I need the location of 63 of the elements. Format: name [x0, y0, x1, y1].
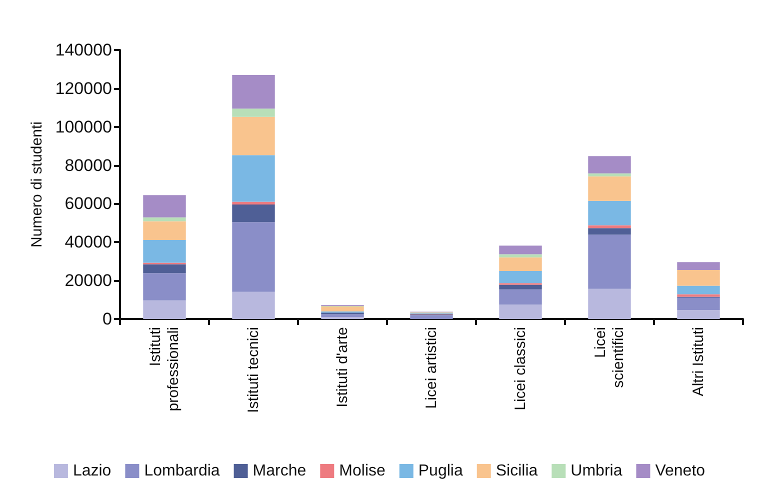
bar: [499, 284, 542, 290]
bar: [232, 116, 275, 156]
bar: [321, 306, 364, 312]
y-tick-label: 20000: [64, 271, 112, 290]
y-tick-label: 40000: [64, 232, 112, 252]
y-tick-label: 60000: [64, 194, 112, 214]
bar: [499, 246, 542, 254]
legend-label: Sicilia: [496, 462, 538, 480]
bar: [143, 195, 186, 218]
bar: [499, 270, 542, 284]
bar: [143, 217, 186, 222]
bar: [588, 288, 631, 319]
bar: [232, 74, 275, 109]
legend-label: Puglia: [418, 462, 463, 480]
bar: [588, 225, 631, 228]
bar: [588, 200, 631, 226]
y-tick-label: 80000: [64, 156, 112, 175]
bar: [499, 289, 542, 305]
y-tick-label: 120000: [55, 78, 112, 98]
bar: [677, 286, 720, 294]
bar: [232, 204, 275, 222]
x-tick-label: Istituti d'arte: [334, 327, 351, 408]
bar: [677, 262, 720, 270]
bar: [232, 222, 275, 292]
x-tick-label: Istituti professionali: [147, 327, 182, 412]
y-axis-title: Numero di studenti: [28, 122, 46, 248]
y-tick-label: 140000: [55, 40, 112, 60]
bar: [143, 240, 186, 263]
bar: [143, 273, 186, 300]
bar: [588, 176, 631, 201]
bar: [499, 304, 542, 319]
bar: [677, 270, 720, 286]
bar: [143, 264, 186, 274]
bar: [232, 155, 275, 202]
y-tick-label: 0: [102, 310, 112, 328]
bar: [143, 221, 186, 240]
x-tick-label: Altri Istituti: [690, 327, 707, 396]
legend-label: Lazio: [72, 462, 112, 480]
bar: [499, 254, 542, 258]
legend-label: Marche: [252, 462, 306, 480]
x-tick-label: Licei classici: [512, 327, 529, 410]
legend-label: Umbria: [570, 462, 622, 480]
x-tick-label: Licei scientifici: [592, 327, 627, 388]
legend-label: Lombardia: [144, 462, 220, 480]
bar: [588, 228, 631, 235]
bar: [588, 234, 631, 289]
bar: [232, 292, 275, 319]
x-tick-label: Istituti tecnici: [245, 327, 262, 413]
x-tick-label: Licei artistici: [423, 327, 440, 409]
legend-label: Molise: [339, 462, 386, 480]
bar: [588, 156, 631, 174]
legend-label: Veneto: [655, 462, 706, 480]
bar: [232, 108, 275, 117]
bar: [677, 297, 720, 310]
bar: [232, 202, 275, 204]
bar: [321, 314, 364, 318]
bar: [677, 310, 720, 319]
bar: [677, 294, 720, 297]
bar: [588, 173, 631, 176]
bar: [499, 257, 542, 271]
bar: [410, 315, 453, 319]
bar: [143, 300, 186, 319]
y-tick-label: 100000: [55, 117, 112, 136]
